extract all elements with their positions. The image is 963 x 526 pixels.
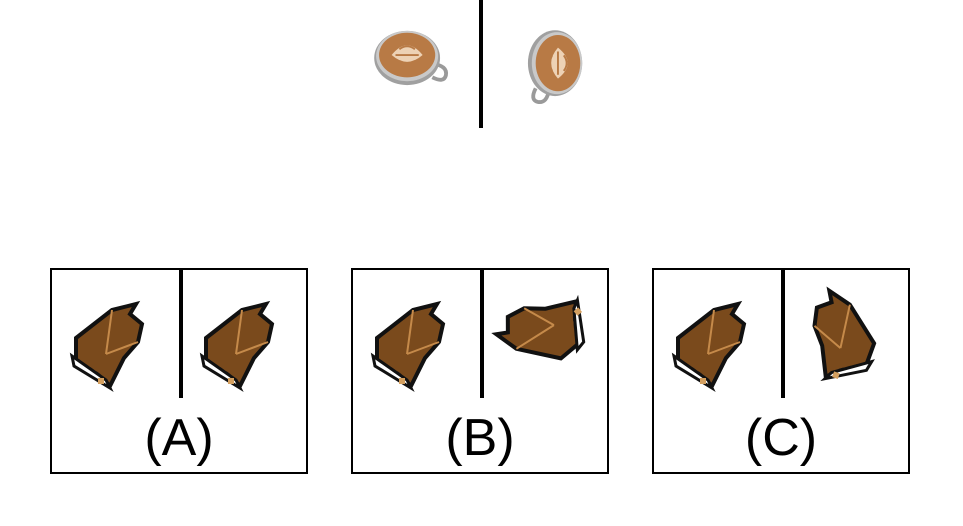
- option-b-left-piano: [367, 296, 451, 392]
- grand-piano-icon: [367, 296, 451, 392]
- option-c[interactable]: (C): [652, 268, 910, 474]
- example-right-cup: [522, 28, 588, 106]
- option-b-right-piano: [481, 267, 609, 393]
- option-a-left-piano: [66, 296, 150, 392]
- option-a[interactable]: (A): [50, 268, 308, 474]
- option-c-divider: [781, 270, 785, 398]
- option-c-left-piano: [668, 296, 752, 392]
- grand-piano-icon: [196, 296, 280, 392]
- grand-piano-icon: [66, 296, 150, 392]
- option-b[interactable]: (B): [351, 268, 609, 474]
- option-a-label: (A): [144, 409, 214, 467]
- grand-piano-icon: [668, 296, 752, 392]
- option-b-label: (B): [445, 409, 515, 467]
- example-left-cup: [372, 25, 450, 87]
- option-a-divider: [179, 270, 183, 398]
- option-a-right-piano: [196, 296, 280, 392]
- grand-piano-icon: [786, 279, 898, 398]
- option-c-label: (C): [744, 409, 818, 467]
- option-c-right-piano: [786, 279, 898, 398]
- example-divider: [479, 0, 483, 128]
- grand-piano-icon: [481, 267, 609, 393]
- latte-cup-icon: [526, 28, 585, 105]
- latte-cup-icon: [372, 25, 450, 87]
- option-b-divider: [480, 270, 484, 398]
